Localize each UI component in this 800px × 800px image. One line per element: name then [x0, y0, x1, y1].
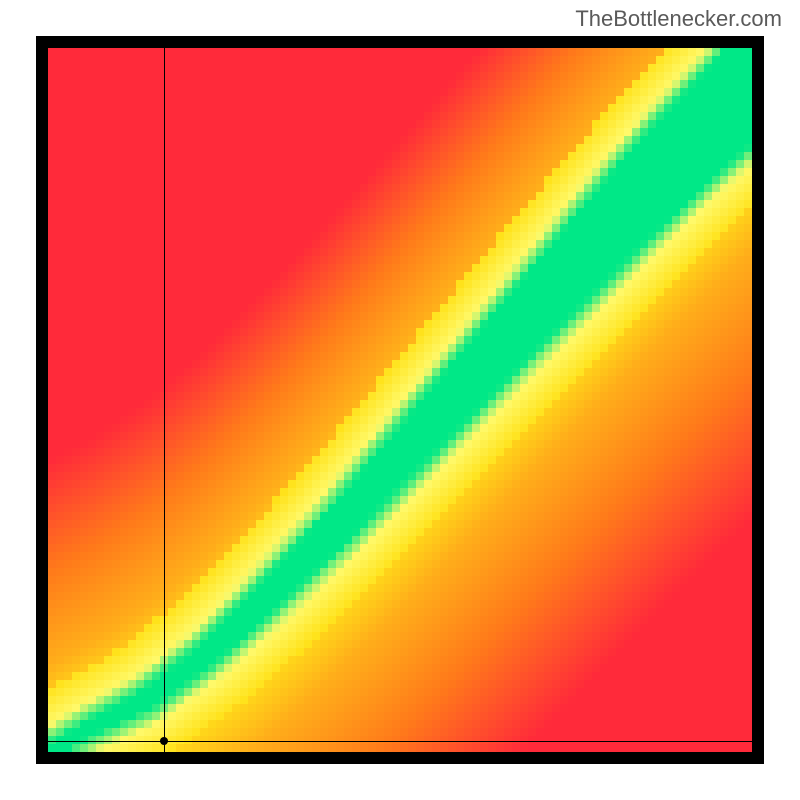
heatmap-canvas	[48, 48, 752, 752]
attribution-text: TheBottlenecker.com	[575, 6, 782, 32]
crosshair-marker	[160, 737, 168, 745]
chart-container: TheBottlenecker.com	[0, 0, 800, 800]
crosshair-horizontal	[48, 741, 752, 742]
crosshair-vertical	[164, 48, 165, 752]
plot-outer-frame	[36, 36, 764, 764]
plot-inner-area	[48, 48, 752, 752]
